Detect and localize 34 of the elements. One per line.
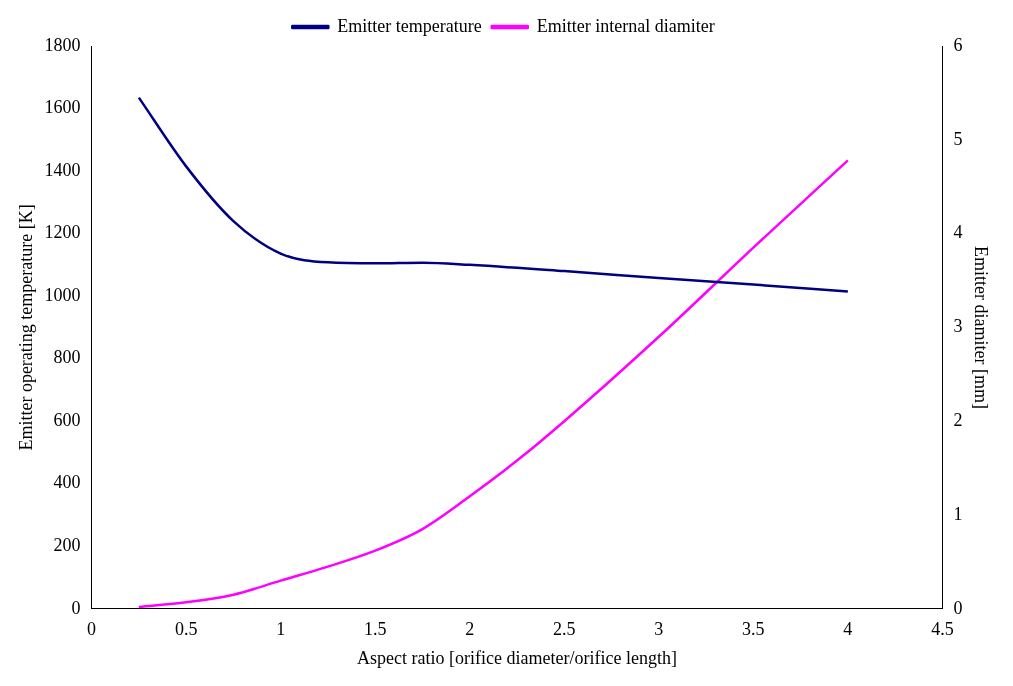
y2-tick-label: 3 xyxy=(953,316,963,337)
y-tick-label: 1600 xyxy=(44,97,81,118)
y-tick-label: 0 xyxy=(71,597,81,618)
x-tick-label: 0.5 xyxy=(174,619,198,640)
y2-tick-label: 4 xyxy=(953,222,963,243)
line-series xyxy=(137,159,850,609)
y2-axis-title: Emitter diamiter [mm] xyxy=(971,245,992,409)
x-tick-label: 4.5 xyxy=(931,619,954,640)
x-tick-label: 4 xyxy=(843,619,853,640)
x-tick-label: 1 xyxy=(276,619,286,640)
line-series xyxy=(137,96,850,293)
y2-tick-label: 6 xyxy=(953,34,963,55)
x-tick-label: 3.5 xyxy=(742,619,765,640)
y-tick-label: 1000 xyxy=(44,284,81,305)
y-axis-title: Emitter operating temperature [K] xyxy=(15,204,36,451)
x-tick-label: 0 xyxy=(87,619,97,640)
y-tick-label: 800 xyxy=(53,347,81,368)
x-axis-title: Aspect ratio [orifice diameter/orifice length] xyxy=(357,647,677,668)
y-tick-label: 200 xyxy=(53,535,81,555)
x-tick-label: 1.5 xyxy=(363,619,387,640)
y2-tick-label: 5 xyxy=(953,128,963,149)
legend-label: Emitter internal diamiter xyxy=(536,15,715,36)
y-tick-label: 1200 xyxy=(44,222,81,243)
x-tick-label: 3 xyxy=(654,619,664,640)
y-tick-label: 400 xyxy=(53,472,81,493)
legend-label: Emitter temperature xyxy=(337,15,482,36)
x-tick-label: 2 xyxy=(465,619,475,640)
y-tick-label: 600 xyxy=(53,409,81,430)
y2-tick-label: 0 xyxy=(953,597,963,618)
y2-tick-label: 2 xyxy=(953,409,963,430)
y-tick-label: 1800 xyxy=(44,34,81,55)
y-tick-label: 1400 xyxy=(44,159,81,180)
x-tick-label: 2.5 xyxy=(553,619,576,640)
y2-tick-label: 1 xyxy=(953,503,963,524)
